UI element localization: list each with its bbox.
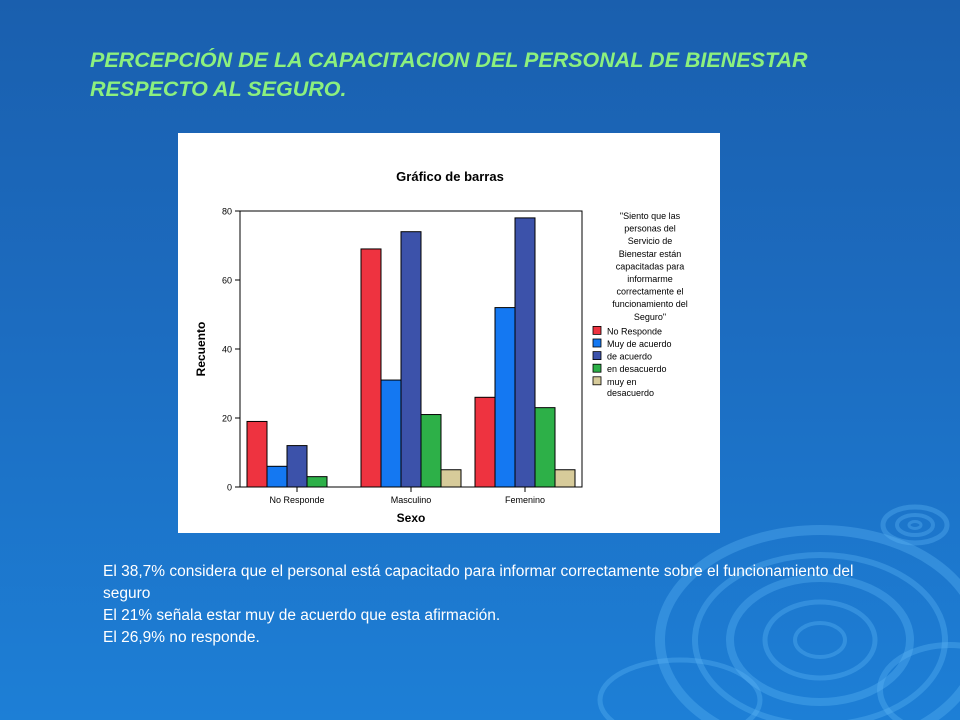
legend-title-line: capacitadas para [616,261,685,271]
legend-label: Muy de acuerdo [607,339,672,349]
legend-swatch [592,376,602,386]
x-axis-label: Sexo [397,511,426,525]
y-tick-label: 80 [222,207,232,217]
chart-title: Gráfico de barras [396,169,504,184]
legend-label: desacuerdo [607,388,654,398]
legend-title-line: correctamente el [616,287,683,297]
bar [246,420,268,488]
x-tick-label: Femenino [505,495,545,505]
bar [534,407,556,488]
legend-label: en desacuerdo [607,364,667,374]
bar [420,414,442,488]
slide-title-line: PERCEPCIÓN DE LA CAPACITACION DEL PERSON… [90,48,808,72]
legend-label: muy en [607,377,637,387]
y-tick-label: 0 [227,483,232,493]
slide-title: PERCEPCIÓN DE LA CAPACITACION DEL PERSON… [90,46,910,104]
bar [380,379,402,488]
y-tick-label: 60 [222,276,232,286]
legend-title-line: Servicio de [628,236,673,246]
bar [360,248,382,488]
bar [286,445,308,488]
bar [514,217,536,488]
legend-label: No Responde [607,326,662,336]
bar [554,469,576,488]
legend-swatch [592,325,602,335]
legend-swatch [592,363,602,373]
note-line: El 38,7% considera que el personal está … [103,563,854,602]
bar-chart: Gráfico de barras Recuento Sexo 0 20 40 60 8… [194,169,688,525]
legend-label: de acuerdo [607,352,652,362]
bar [440,469,462,488]
x-tick-label: Masculino [391,495,432,505]
legend-title-line: funcionamiento del [612,299,688,309]
chart-notes: El 38,7% considera que el personal está … [103,561,903,649]
slide-title-line: RESPECTO AL SEGURO. [90,77,347,101]
x-tick-label: No Responde [269,495,324,505]
legend-title-line: Seguro" [634,312,666,322]
bar [474,396,496,488]
bar [266,465,288,488]
note-line: El 26,9% no responde. [103,629,260,646]
bar-chart-panel: Gráfico de barras Recuento Sexo 0 20 40 60 8… [178,133,720,533]
bar [494,307,516,488]
y-axis-label: Recuento [194,322,208,377]
legend-swatch [592,338,602,348]
legend-title-line: informarme [627,274,673,284]
y-tick-label: 40 [222,345,232,355]
legend-title-line: Bienestar están [619,249,682,259]
bar [400,231,422,488]
legend-swatch [592,351,602,361]
legend-title-line: "Siento que las [620,211,681,221]
y-tick-label: 20 [222,414,232,424]
bar [306,476,328,488]
note-line: El 21% señala estar muy de acuerdo que e… [103,607,501,624]
legend-title-line: personas del [624,224,676,234]
